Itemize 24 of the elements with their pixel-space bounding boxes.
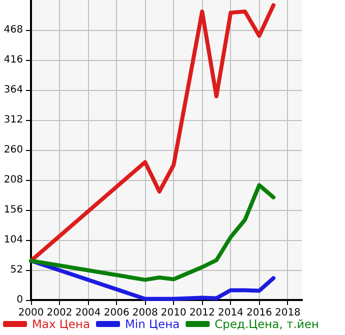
y-tick-label: 312 <box>4 114 23 126</box>
x-tick-label: 2014 <box>218 308 244 318</box>
y-tick-label: 156 <box>4 204 23 216</box>
y-tick-label: 104 <box>4 234 23 246</box>
x-tick-label: 2002 <box>46 308 72 318</box>
y-tick-label: 260 <box>4 144 23 156</box>
legend-label: Max Цена <box>32 317 90 331</box>
x-tick-label: 2010 <box>160 308 186 318</box>
legend-label: Сред.Цена, т.йен <box>214 317 319 331</box>
y-tick-label: 364 <box>4 84 23 96</box>
line-series <box>29 183 276 282</box>
y-tick-label: 208 <box>4 174 23 186</box>
y-tick-label: 0 <box>16 294 23 306</box>
x-tick-label: 2008 <box>132 308 158 318</box>
x-tick-label: 2016 <box>246 308 272 318</box>
x-tick-label: 2006 <box>104 308 130 318</box>
legend-label: Min Цена <box>125 317 180 331</box>
x-tick-label: 2004 <box>75 308 101 318</box>
y-tick-label: 468 <box>4 24 23 36</box>
y-tick-label: 416 <box>4 54 23 66</box>
x-tick-label: 2012 <box>189 308 215 318</box>
x-tick-label: 2000 <box>18 308 44 318</box>
y-tick-label: 52 <box>10 264 23 276</box>
x-tick-label: 2018 <box>275 308 300 318</box>
